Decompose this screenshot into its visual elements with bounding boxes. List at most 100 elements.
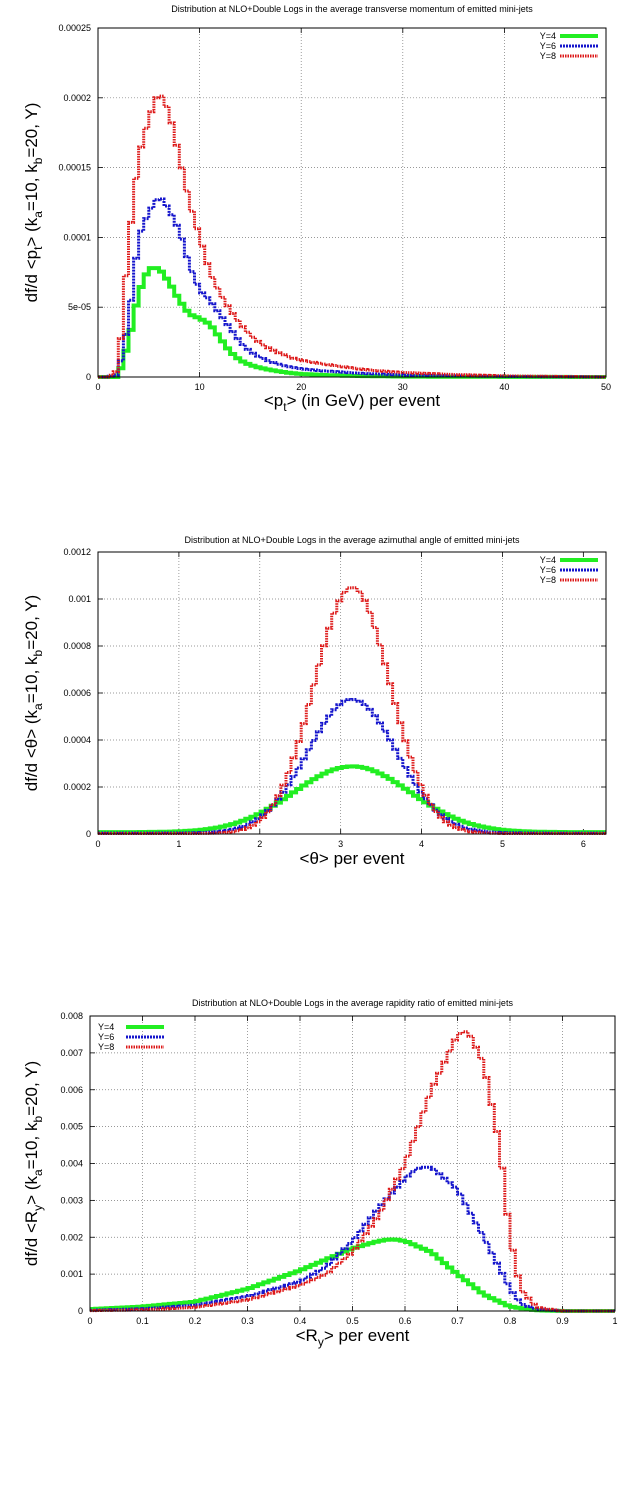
chart-title: Distribution at NLO+Double Logs in the a… (185, 535, 520, 545)
plot-frame (89, 1015, 616, 1312)
x-axis-label-part: > (in GeV) per event (287, 391, 441, 410)
y-axis-label-part: =20, Y) (22, 103, 41, 158)
y-tick-label: 0.004 (60, 1159, 83, 1169)
y-axis-label-part: =10, k (22, 164, 41, 211)
x-axis-label-sub: y (318, 1335, 324, 1349)
x-tick-label: 30 (398, 382, 408, 392)
y-axis-label-sub: a (31, 703, 45, 710)
x-tick-label: 1 (612, 1316, 617, 1326)
x-axis-label: <pt> (in GeV) per event (264, 391, 441, 414)
legend-label: Y=6 (98, 1032, 114, 1042)
x-tick-label: 5 (500, 839, 505, 849)
chart-panel-pt: Distribution at NLO+Double Logs in the a… (0, 0, 624, 480)
y-tick-label: 0.005 (60, 1122, 83, 1132)
y-axis-label: df/d <θ> (ka=10, kb=20, Y) (22, 595, 45, 791)
x-axis-label-part: > per event (319, 849, 405, 868)
x-tick-label: 0 (95, 382, 100, 392)
y-axis-label-part: df/d <p (22, 250, 41, 302)
series-line (98, 266, 606, 379)
y-axis-label-part: df/d <R (22, 1211, 41, 1266)
series-line (98, 197, 606, 379)
y-axis-label-sub: b (31, 157, 45, 164)
y-tick-label: 0.0004 (63, 735, 91, 745)
x-tick-label: 0.2 (189, 1316, 202, 1326)
y-axis-label-sub: b (31, 649, 45, 656)
y-tick-label: 0 (86, 829, 91, 839)
y-axis-label-part: > (k (22, 217, 41, 246)
x-axis-label-part: <θ (300, 849, 319, 868)
y-tick-label: 0.0008 (63, 641, 91, 651)
y-tick-label: 0.001 (68, 594, 91, 604)
chart-pt: Distribution at NLO+Double Logs in the a… (22, 4, 611, 414)
plot-frame (97, 551, 607, 835)
x-axis-label-sub: t (283, 400, 287, 414)
y-tick-label: 0.001 (60, 1269, 83, 1279)
x-tick-label: 20 (296, 382, 306, 392)
x-tick-label: 2 (257, 839, 262, 849)
x-tick-label: 0 (87, 1316, 92, 1326)
series-line (98, 764, 606, 835)
x-tick-label: 3 (338, 839, 343, 849)
legend-label: Y=8 (540, 51, 556, 61)
x-axis-label: <θ> per event (300, 849, 405, 868)
legend-label: Y=4 (540, 31, 556, 41)
y-tick-label: 0.006 (60, 1085, 83, 1095)
series-line (98, 94, 606, 379)
legend-label: Y=6 (540, 565, 556, 575)
x-axis-label-part: <p (264, 391, 283, 410)
y-tick-label: 0.00015 (58, 163, 91, 173)
y-axis-label-sub: a (31, 1169, 45, 1176)
series-line (98, 586, 606, 835)
y-axis-label-part: > (k (22, 1176, 41, 1205)
series-line (90, 1237, 615, 1313)
chart-panel-ry: Distribution at NLO+Double Logs in the a… (0, 998, 624, 1480)
legend-label: Y=8 (540, 575, 556, 585)
y-axis-label-sub: a (31, 211, 45, 218)
x-axis-label-part: > per event (324, 1326, 410, 1345)
plot-frame (97, 27, 607, 378)
series-line (90, 1165, 615, 1313)
y-axis-label-sub: y (31, 1205, 45, 1211)
series-line (98, 698, 606, 835)
y-tick-label: 0.00025 (58, 23, 91, 33)
y-tick-label: 0.0012 (63, 547, 91, 557)
y-tick-label: 0.008 (60, 1011, 83, 1021)
x-tick-label: 0.8 (504, 1316, 517, 1326)
y-axis-label-part: =20, Y) (22, 595, 41, 650)
x-tick-label: 50 (601, 382, 611, 392)
y-tick-label: 0.007 (60, 1048, 83, 1058)
y-tick-label: 5e-05 (68, 302, 91, 312)
chart-theta: Distribution at NLO+Double Logs in the a… (22, 535, 607, 868)
y-tick-label: 0.002 (60, 1232, 83, 1242)
x-tick-label: 0.5 (346, 1316, 359, 1326)
x-tick-label: 40 (499, 382, 509, 392)
y-axis-label: df/d <pt> (ka=10, kb=20, Y) (22, 103, 45, 303)
chart-panel-theta: Distribution at NLO+Double Logs in the a… (0, 500, 624, 980)
x-tick-label: 0.6 (399, 1316, 412, 1326)
chart-ry: Distribution at NLO+Double Logs in the a… (22, 998, 618, 1349)
y-tick-label: 0 (86, 372, 91, 382)
y-axis-label-part: > (k (22, 709, 41, 738)
y-tick-label: 0.003 (60, 1195, 83, 1205)
y-tick-label: 0.0001 (63, 232, 91, 242)
x-tick-label: 0.7 (451, 1316, 464, 1326)
y-axis-label-part: df/d <θ (22, 739, 41, 791)
y-tick-label: 0.0002 (63, 782, 91, 792)
legend-label: Y=4 (540, 555, 556, 565)
y-tick-label: 0 (78, 1306, 83, 1316)
x-tick-label: 1 (176, 839, 181, 849)
x-axis-label-part: <R (296, 1326, 318, 1345)
legend-label: Y=4 (98, 1022, 114, 1032)
chart-title: Distribution at NLO+Double Logs in the a… (171, 4, 533, 14)
chart-title: Distribution at NLO+Double Logs in the a… (192, 998, 513, 1008)
x-axis-label: <Ry> per event (296, 1326, 410, 1349)
y-axis-label-part: =20, Y) (22, 1061, 41, 1116)
x-tick-label: 6 (581, 839, 586, 849)
y-tick-label: 0.0002 (63, 93, 91, 103)
x-tick-label: 10 (195, 382, 205, 392)
y-axis-label-part: =10, k (22, 656, 41, 703)
y-axis-label-sub: b (31, 1116, 45, 1123)
x-tick-label: 0.4 (294, 1316, 307, 1326)
x-tick-label: 0.1 (136, 1316, 149, 1326)
x-tick-label: 0.9 (556, 1316, 569, 1326)
